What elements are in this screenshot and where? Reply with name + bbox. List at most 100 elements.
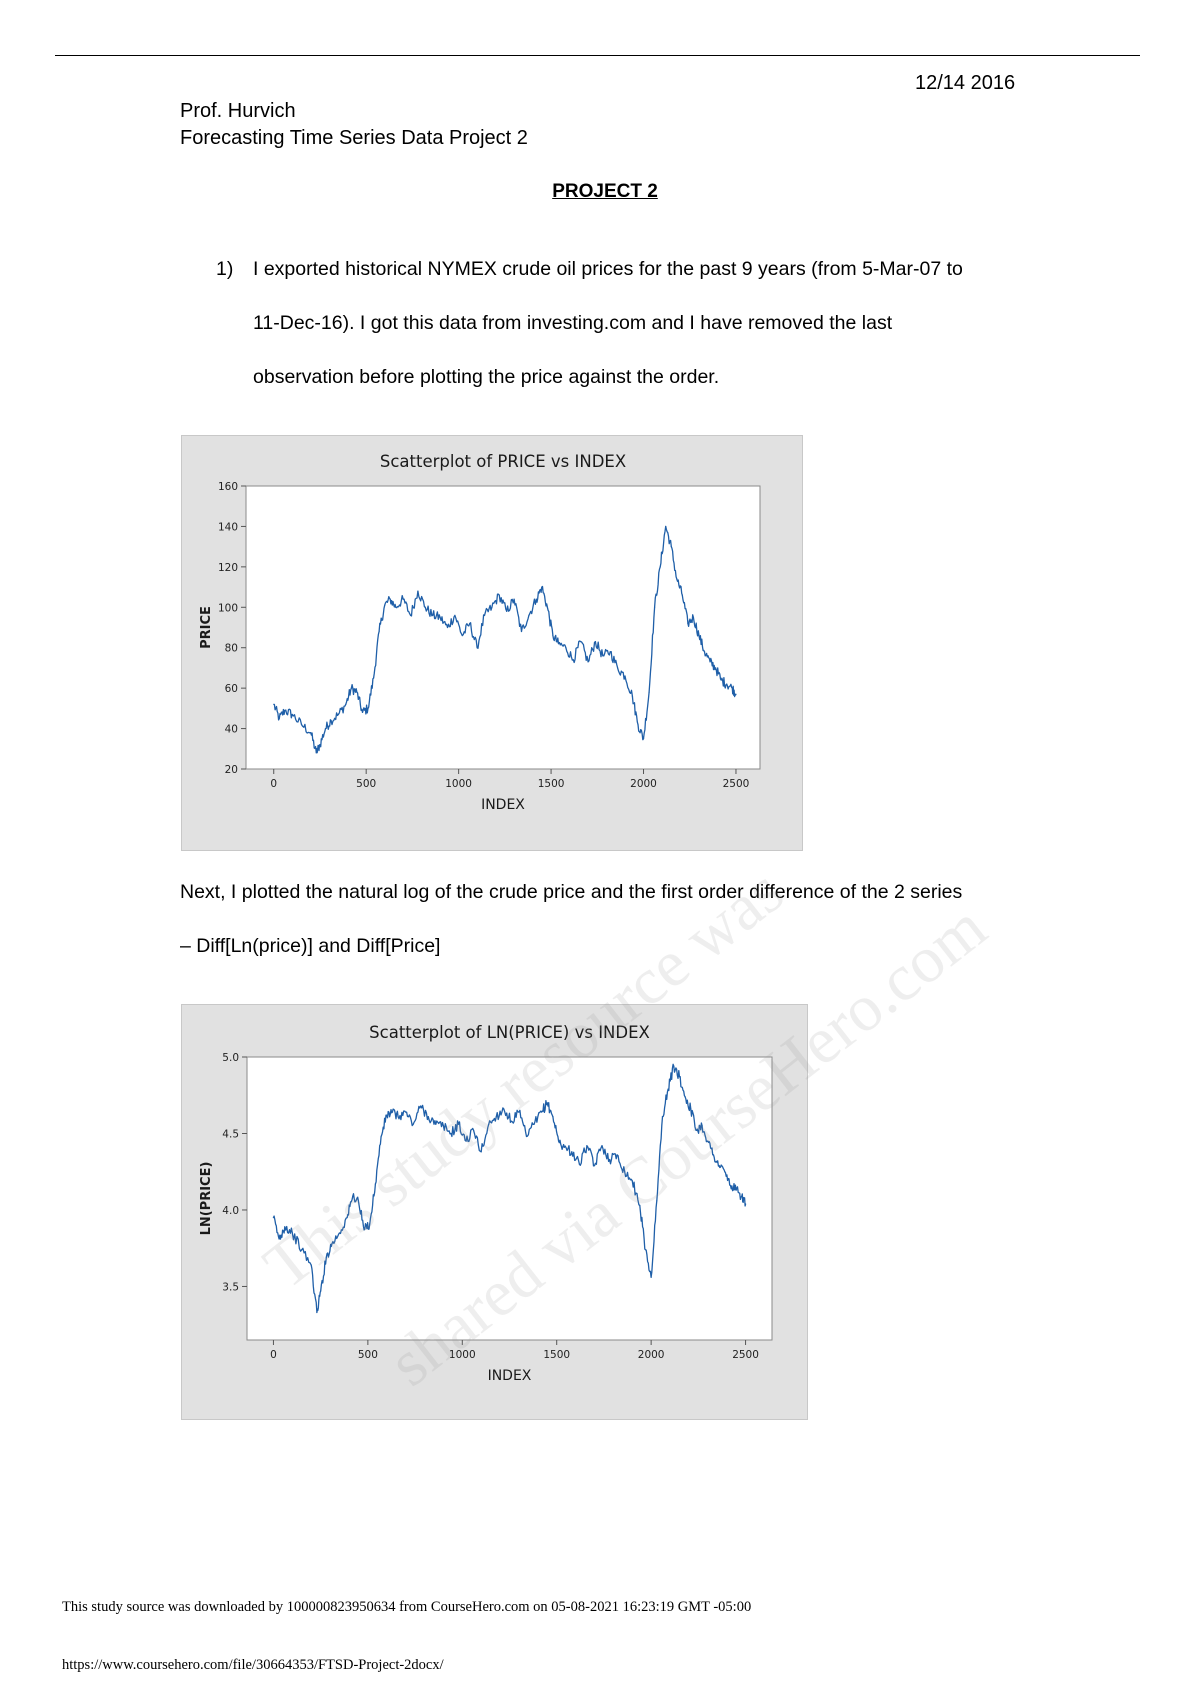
para2-line-2: – Diff[Ln(price)] and Diff[Price]	[180, 935, 441, 957]
data-point	[278, 717, 280, 720]
data-point	[712, 1154, 715, 1156]
y-tick-label: 120	[218, 562, 238, 574]
data-point	[435, 1123, 437, 1125]
x-axis-label: INDEX	[481, 797, 525, 813]
x-tick-label: 2000	[630, 778, 657, 790]
data-point	[300, 723, 303, 726]
data-point	[670, 546, 672, 548]
data-point	[518, 1111, 520, 1113]
data-point	[397, 1116, 399, 1118]
data-point	[278, 1238, 280, 1240]
data-point	[331, 1243, 333, 1245]
y-tick-label: 140	[218, 521, 238, 533]
data-point	[454, 614, 456, 616]
x-tick-label: 500	[356, 778, 376, 790]
document-date: 12/14 2016	[915, 72, 1016, 94]
data-point	[586, 1145, 588, 1147]
data-point	[457, 1123, 460, 1125]
data-point	[631, 1180, 633, 1182]
data-point	[563, 1146, 565, 1148]
data-point	[709, 661, 711, 663]
data-point	[594, 641, 597, 643]
data-point	[389, 598, 391, 600]
data-point	[593, 1165, 596, 1167]
x-tick-label: 500	[358, 1349, 378, 1361]
data-point	[701, 1125, 703, 1127]
data-point	[535, 598, 537, 600]
data-point	[439, 616, 441, 618]
data-point	[735, 693, 737, 695]
data-point	[558, 1140, 560, 1142]
data-point	[718, 1165, 720, 1167]
data-point	[380, 1135, 382, 1138]
data-point	[587, 661, 589, 663]
data-point	[345, 703, 347, 705]
data-point	[546, 606, 548, 608]
data-point	[678, 1076, 681, 1078]
data-point	[667, 1088, 669, 1090]
data-point	[724, 1171, 726, 1173]
data-point	[346, 1217, 348, 1219]
data-point	[412, 1123, 414, 1125]
para2-line-1: Next, I plotted the natural log of the c…	[180, 881, 963, 903]
data-point	[405, 1111, 407, 1113]
data-point	[546, 1102, 548, 1104]
data-point	[528, 614, 530, 616]
data-point	[642, 738, 645, 740]
data-point	[480, 1151, 482, 1153]
data-point	[687, 622, 689, 625]
data-point	[557, 643, 560, 645]
y-tick-label: 4.0	[222, 1205, 239, 1217]
data-point	[741, 1195, 743, 1197]
data-point	[552, 634, 554, 637]
data-point	[352, 1195, 354, 1197]
data-point	[661, 1116, 664, 1118]
lnprice-scatterplot: Scatterplot of LN(PRICE) vs INDEX 3.5 4.0 4…	[199, 1023, 773, 1384]
x-tick-label: 1500	[538, 778, 565, 790]
list-item-number: 1)	[216, 258, 234, 280]
data-point	[324, 727, 327, 730]
data-point	[476, 647, 478, 649]
data-point	[369, 1223, 371, 1225]
data-point	[533, 1123, 535, 1125]
x-tick-label: 1000	[449, 1349, 476, 1361]
data-point	[692, 616, 695, 618]
professor-name: Prof. Hurvich	[180, 100, 296, 122]
data-point	[461, 634, 463, 637]
y-tick-label: 40	[225, 724, 238, 736]
data-point	[409, 614, 412, 616]
data-point	[291, 713, 293, 716]
data-point	[624, 675, 626, 677]
data-point	[363, 1229, 365, 1231]
data-point	[616, 1154, 618, 1156]
x-axis-label: INDEX	[488, 1368, 532, 1384]
data-point	[648, 691, 650, 693]
data-point	[698, 634, 700, 637]
data-point	[690, 1108, 692, 1110]
x-tick-label: 0	[270, 778, 277, 790]
data-point	[495, 1116, 497, 1118]
data-point	[639, 1204, 641, 1206]
data-point	[637, 723, 639, 726]
data-point	[325, 1256, 327, 1258]
data-point	[729, 1184, 732, 1187]
data-point	[420, 1105, 422, 1107]
item1-line-1: I exported historical NYMEX crude oil pr…	[253, 258, 963, 280]
data-point	[319, 744, 321, 746]
data-point	[330, 719, 332, 722]
data-point	[644, 1249, 647, 1251]
data-point	[483, 614, 486, 616]
data-point	[720, 679, 722, 681]
data-point	[695, 1129, 698, 1132]
data-point	[520, 630, 523, 633]
data-point	[350, 687, 352, 689]
x-tick-label: 2500	[723, 778, 750, 790]
data-point	[715, 667, 717, 669]
y-tick-label: 3.5	[222, 1281, 239, 1293]
footer-url[interactable]: https://www.coursehero.com/file/30664353…	[62, 1657, 444, 1673]
data-point	[608, 1158, 611, 1161]
data-point	[473, 1129, 475, 1132]
price-scatterplot: Scatterplot of PRICE vs INDEX 20 40 60 80 100…	[199, 452, 761, 813]
data-point	[684, 1096, 686, 1098]
data-point	[498, 594, 500, 596]
